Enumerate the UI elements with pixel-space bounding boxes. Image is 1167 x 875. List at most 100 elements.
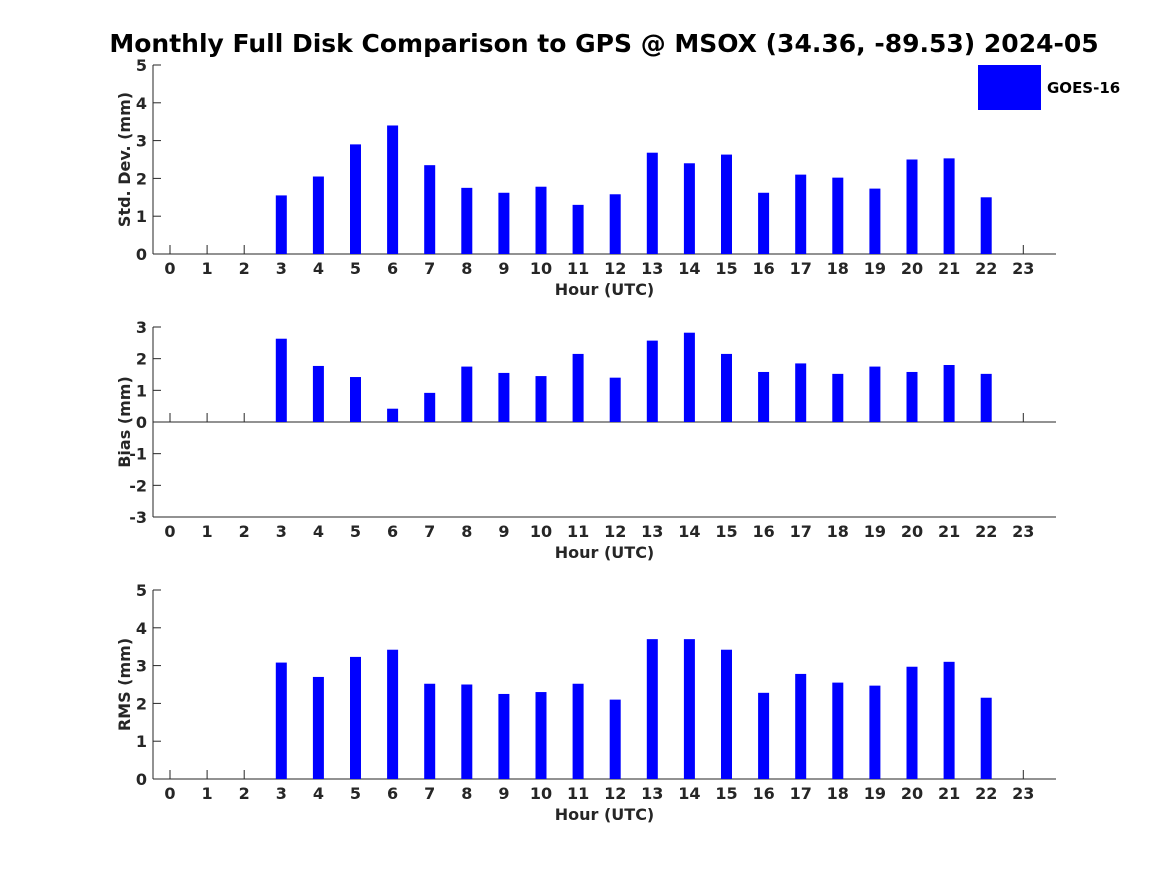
y-axis-label: Std. Dev. (mm) <box>115 92 134 227</box>
y-tick-label: 4 <box>136 619 147 638</box>
x-tick-label: 7 <box>424 784 435 803</box>
x-tick-label: 1 <box>202 259 213 278</box>
x-tick-label: 17 <box>790 784 812 803</box>
x-tick-label: 6 <box>387 259 398 278</box>
x-tick-label: 3 <box>276 259 287 278</box>
bar-rms-11 <box>572 683 584 779</box>
y-tick-label: 1 <box>136 381 147 400</box>
bar-std-6 <box>387 125 399 254</box>
x-tick-label: 11 <box>567 784 589 803</box>
bar-std-21 <box>943 158 955 254</box>
legend-swatch <box>978 65 1041 110</box>
x-tick-label: 0 <box>164 259 175 278</box>
bar-std-16 <box>758 192 770 254</box>
x-tick-label: 13 <box>641 259 663 278</box>
x-axis-label: Hour (UTC) <box>555 805 655 824</box>
x-tick-label: 15 <box>715 259 737 278</box>
bar-bias-7 <box>424 392 436 422</box>
bar-rms-14 <box>683 639 695 779</box>
x-tick-label: 7 <box>424 259 435 278</box>
x-axis-label: Hour (UTC) <box>555 280 655 299</box>
x-tick-label: 6 <box>387 784 398 803</box>
x-tick-label: 14 <box>678 259 700 278</box>
legend-label: GOES-16 <box>1047 79 1120 97</box>
y-tick-label: -1 <box>129 445 147 464</box>
x-tick-label: 15 <box>715 522 737 541</box>
x-tick-label: 2 <box>239 259 250 278</box>
y-tick-label: 4 <box>136 94 147 113</box>
bar-std-18 <box>832 177 844 254</box>
x-tick-label: 5 <box>350 522 361 541</box>
y-tick-label: 0 <box>136 770 147 789</box>
y-axis-label: RMS (mm) <box>115 638 134 731</box>
x-tick-label: 22 <box>975 522 997 541</box>
x-tick-label: 14 <box>678 522 700 541</box>
x-tick-label: 19 <box>864 784 886 803</box>
bar-std-5 <box>350 144 361 254</box>
x-tick-label: 16 <box>752 259 774 278</box>
x-tick-label: 21 <box>938 522 960 541</box>
x-tick-label: 20 <box>901 259 923 278</box>
bar-bias-16 <box>758 371 770 422</box>
x-axis-label: Hour (UTC) <box>555 543 655 562</box>
bar-bias-11 <box>572 353 584 422</box>
x-tick-label: 1 <box>202 522 213 541</box>
x-tick-label: 0 <box>164 784 175 803</box>
bar-bias-13 <box>646 340 658 422</box>
bar-std-14 <box>683 163 695 254</box>
x-tick-label: 18 <box>827 522 849 541</box>
bar-std-10 <box>535 186 547 254</box>
x-tick-label: 16 <box>752 784 774 803</box>
y-tick-label: 2 <box>136 694 147 713</box>
x-tick-label: 19 <box>864 522 886 541</box>
y-tick-label: 2 <box>136 350 147 369</box>
x-tick-label: 6 <box>387 522 398 541</box>
y-tick-label: 2 <box>136 169 147 188</box>
bar-bias-6 <box>387 408 399 422</box>
bar-rms-15 <box>721 649 732 779</box>
bar-bias-21 <box>943 365 955 422</box>
bar-rms-7 <box>424 683 436 779</box>
x-tick-label: 13 <box>641 784 663 803</box>
x-tick-label: 2 <box>239 522 250 541</box>
bar-std-17 <box>795 174 807 254</box>
y-tick-label: 0 <box>136 245 147 264</box>
bar-std-8 <box>461 187 473 254</box>
x-tick-label: 23 <box>1012 522 1034 541</box>
bar-std-3 <box>275 195 287 254</box>
x-tick-label: 3 <box>276 784 287 803</box>
y-tick-label: 3 <box>136 132 147 151</box>
bar-std-19 <box>869 188 881 254</box>
x-tick-label: 10 <box>530 522 552 541</box>
y-tick-label: 3 <box>136 318 147 337</box>
x-tick-label: 4 <box>313 522 324 541</box>
bar-rms-20 <box>906 666 918 779</box>
x-tick-label: 17 <box>790 522 812 541</box>
bar-rms-18 <box>832 682 844 779</box>
bar-bias-14 <box>683 332 695 422</box>
y-tick-label: 5 <box>136 56 147 75</box>
y-tick-label: -2 <box>129 476 147 495</box>
y-tick-label: 1 <box>136 732 147 751</box>
x-tick-label: 16 <box>752 522 774 541</box>
x-tick-label: 12 <box>604 784 626 803</box>
bar-std-4 <box>312 176 324 254</box>
x-tick-label: 15 <box>715 784 737 803</box>
x-tick-label: 9 <box>498 259 509 278</box>
y-axis-label: Bias (mm) <box>115 376 134 468</box>
bar-std-20 <box>906 159 918 254</box>
x-tick-label: 20 <box>901 784 923 803</box>
x-tick-label: 18 <box>827 259 849 278</box>
x-tick-label: 1 <box>202 784 213 803</box>
bar-std-11 <box>572 204 584 254</box>
x-tick-label: 4 <box>313 259 324 278</box>
bar-rms-12 <box>609 699 621 779</box>
bar-bias-3 <box>275 338 287 422</box>
x-tick-label: 21 <box>938 784 960 803</box>
bar-std-15 <box>721 154 732 254</box>
bar-bias-17 <box>795 363 807 422</box>
x-tick-label: 2 <box>239 784 250 803</box>
